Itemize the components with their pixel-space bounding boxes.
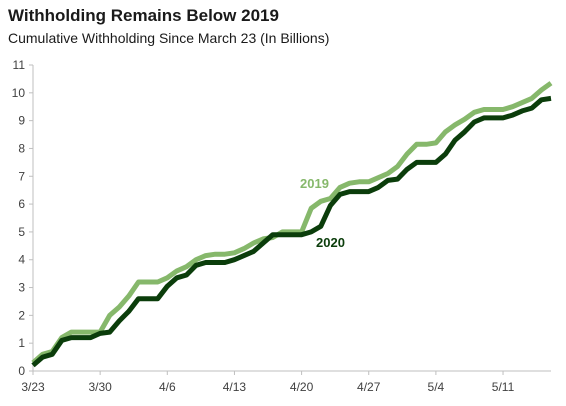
- y-tick-label: 4: [18, 253, 25, 267]
- y-tick-label: 7: [18, 169, 25, 183]
- x-tick-label: 4/13: [223, 380, 247, 394]
- series-line-2019: [31, 81, 553, 365]
- y-tick-label: 3: [18, 281, 25, 295]
- y-tick-label: 0: [18, 364, 25, 378]
- y-tick-label: 6: [18, 197, 25, 211]
- chart-title: Withholding Remains Below 2019: [8, 6, 279, 25]
- x-tick-label: 5/4: [428, 380, 445, 394]
- y-tick-label: 2: [18, 308, 25, 322]
- chart-subtitle: Cumulative Withholding Since March 23 (I…: [8, 30, 330, 46]
- y-tick-label: 5: [18, 225, 25, 239]
- y-tick-label: 10: [12, 86, 26, 100]
- y-tick-label: 1: [18, 336, 25, 350]
- x-tick-label: 3/30: [88, 380, 112, 394]
- x-tick-label: 3/23: [21, 380, 45, 394]
- y-tick-label: 8: [18, 141, 25, 155]
- y-tick-label: 9: [18, 114, 25, 128]
- series-label-2020: 2020: [316, 235, 345, 250]
- series-line-2020: [31, 95, 552, 368]
- x-tick-label: 4/6: [159, 380, 176, 394]
- series-label-2019: 2019: [300, 176, 329, 191]
- x-tick-label: 4/20: [290, 380, 314, 394]
- y-tick-label: 11: [13, 58, 26, 72]
- x-tick-label: 4/27: [357, 380, 381, 394]
- x-tick-label: 5/11: [492, 380, 515, 394]
